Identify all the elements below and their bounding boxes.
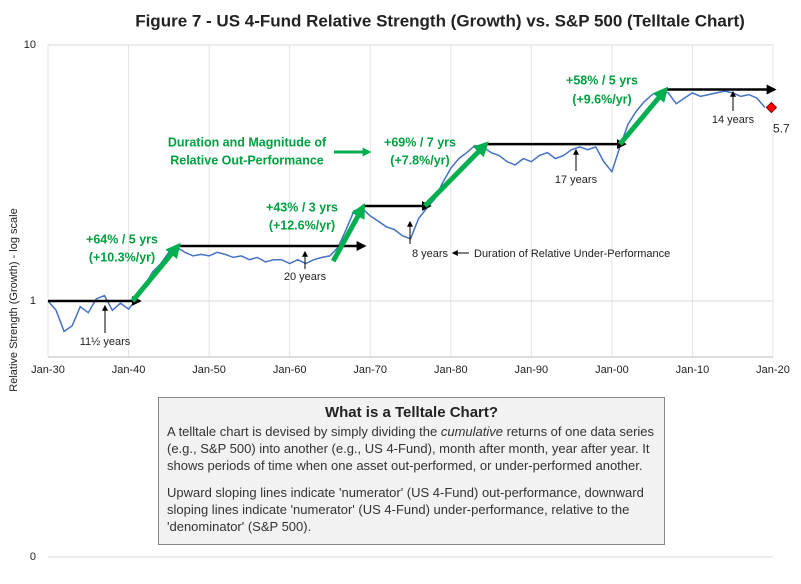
y-axis-label: Relative Strength (Growth) - log scale xyxy=(8,208,20,391)
rise-arrow xyxy=(423,141,489,208)
info-box-title: What is a Telltale Chart? xyxy=(324,404,499,421)
y-tick-label: 0 xyxy=(30,551,36,563)
plot-area: Jan-30 Jan-40 Jan-50 Jan-60 Jan-70 Jan-80 Jan-… xyxy=(24,39,790,563)
annotation: 11½ years xyxy=(80,336,131,348)
x-tick-label: Jan-10 xyxy=(676,364,710,376)
chart-title: Figure 7 - US 4-Fund Relative Strength (… xyxy=(135,11,745,30)
annotation: Duration and Magnitude of xyxy=(168,135,327,149)
annotation: 14 years xyxy=(712,114,755,126)
y-tick-label: 1 xyxy=(30,295,36,307)
series-line xyxy=(47,90,766,333)
annotation: +64% / 5 yrs xyxy=(86,232,158,246)
annotation: +43% / 3 yrs xyxy=(266,200,338,214)
end-marker xyxy=(765,101,778,114)
info-paragraph: A telltale chart is devised by simply di… xyxy=(167,423,656,474)
annotation: (+9.6%/yr) xyxy=(572,92,631,106)
annotation: (+10.3%/yr) xyxy=(89,250,155,264)
x-tick-label: Jan-30 xyxy=(31,364,65,376)
rise-arrow xyxy=(130,242,181,303)
x-tick-label: Jan-60 xyxy=(273,364,307,376)
info-box: What is a Telltale Chart? A telltale cha… xyxy=(158,397,665,545)
rise-arrow xyxy=(330,203,366,263)
annotation: 20 years xyxy=(284,271,327,283)
x-tick-label: Jan-00 xyxy=(595,364,629,376)
x-tick-label: Jan-50 xyxy=(192,364,226,376)
info-paragraph: Upward sloping lines indicate 'numerator… xyxy=(167,485,644,534)
annotation: (+12.6%/yr) xyxy=(269,218,335,232)
rise-arrow xyxy=(618,86,669,146)
x-tick-label: Jan-20 xyxy=(756,364,790,376)
end-label: 5.7 xyxy=(773,122,790,136)
annotation: +69% / 7 yrs xyxy=(384,135,456,149)
y-tick-label: 10 xyxy=(24,39,36,51)
x-tick-label: Jan-80 xyxy=(434,364,468,376)
text: A telltale chart is devised by simply di… xyxy=(167,424,441,439)
x-tick-label: Jan-90 xyxy=(515,364,549,376)
annotation: +58% / 5 yrs xyxy=(566,73,638,87)
emphasis: cumulative xyxy=(440,424,503,439)
text: returns of one data series (e.g., S&P 50… xyxy=(167,424,655,473)
annotation: 8 years xyxy=(412,248,449,260)
annotation: Relative Out-Performance xyxy=(170,153,324,167)
annotation: Duration of Relative Under-Performance xyxy=(474,248,670,260)
annotation: 17 years xyxy=(555,174,598,186)
annotation: (+7.8%/yr) xyxy=(390,153,449,167)
x-tick-label: Jan-70 xyxy=(353,364,387,376)
x-tick-label: Jan-40 xyxy=(112,364,146,376)
